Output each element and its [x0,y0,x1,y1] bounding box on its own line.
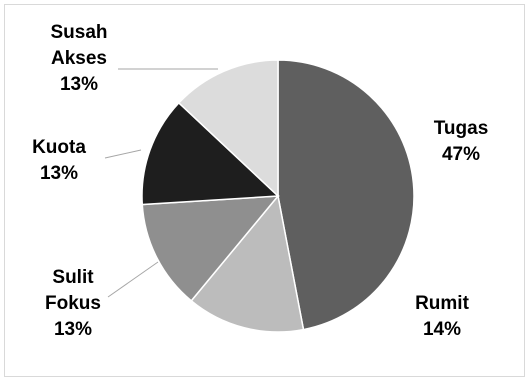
data-label-rumit: Rumit 14% [415,293,470,340]
pie-slice-rumit [190,194,305,333]
data-label-tugas: Tugas 47% [434,118,489,165]
pie-slice-sulit-fokus [141,195,280,302]
data-label-kuota: Kuota 13% [32,137,86,184]
pie-slice-susah-akses [177,59,279,198]
leader-line-kuota [104,149,142,159]
data-label-susah-akses: Susah Akses 13% [50,22,107,95]
pie-slice-kuota [141,101,280,206]
leader-line-sulit-fokus [107,261,159,298]
pie-slice-tugas [277,59,415,331]
data-label-sulit-fokus: Sulit Fokus 13% [45,267,101,340]
